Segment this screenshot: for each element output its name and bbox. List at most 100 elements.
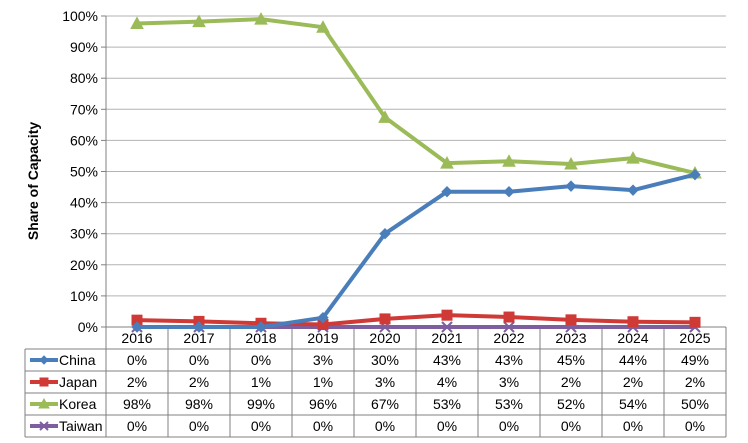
table-cell: 53% [495, 396, 523, 412]
marker-stroke [39, 421, 49, 431]
legend-key-marker [39, 377, 49, 387]
data-point [689, 316, 701, 328]
data-point [192, 14, 206, 28]
y-tick-label: 60% [70, 132, 98, 148]
data-point [503, 186, 515, 198]
table-cell: 0% [437, 418, 457, 434]
table-cell: 0% [251, 418, 271, 434]
y-tick-label: 80% [70, 70, 98, 86]
legend-key-marker [39, 355, 49, 365]
data-point [441, 186, 453, 198]
table-cell: 98% [123, 396, 151, 412]
table-cell: 0% [189, 418, 209, 434]
data-point [379, 313, 391, 325]
y-tick-label: 10% [70, 288, 98, 304]
x-tick-label: 2022 [493, 330, 524, 346]
table-cell: 3% [313, 352, 333, 368]
data-point [502, 154, 516, 167]
table-row: China 0% 0% 0% 3% 30% 43% 43% 45% 44% 49% [30, 352, 709, 368]
gridlines [101, 15, 726, 328]
table-cell: 2% [623, 374, 643, 390]
legend-label: Japan [59, 374, 97, 390]
table-cell: 3% [375, 374, 395, 390]
x-tick-label: 2016 [121, 330, 152, 346]
data-point [503, 321, 515, 333]
series-line [135, 17, 697, 176]
table-cell: 53% [433, 396, 461, 412]
legend-key-marker [38, 397, 50, 409]
table-cell: 0% [561, 418, 581, 434]
table-row: Japan 2% 2% 1% 1% 3% 4% 3% 2% 2% 2% [30, 374, 705, 390]
y-tick-label: 90% [70, 39, 98, 55]
series-line [135, 172, 697, 329]
table-cell: 52% [557, 396, 585, 412]
table-cell: 98% [185, 396, 213, 412]
legend-label: China [59, 352, 96, 368]
x-tick-label: 2018 [245, 330, 276, 346]
table-row: Korea 98% 98% 99% 96% 67% 53% 53% 52% 54% 50% [30, 396, 709, 412]
y-tick-label: 30% [70, 226, 98, 242]
x-tick-label: 2023 [555, 330, 586, 346]
table-cell: 30% [371, 352, 399, 368]
data-point [379, 227, 391, 240]
x-tick-label: 2025 [679, 330, 710, 346]
table-cell: 4% [437, 374, 457, 390]
data-point [627, 184, 639, 196]
table-cell: 99% [247, 396, 275, 412]
table-cell: 96% [309, 396, 337, 412]
data-point [440, 156, 454, 169]
y-tick-label: 50% [70, 164, 98, 180]
y-tick-labels: 0% 10% 20% 30% 40% 50% 60% 70% 80% 90% 100% [62, 8, 98, 335]
x-tick-label: 2017 [183, 330, 214, 346]
legend-label: Korea [59, 396, 97, 412]
table-cell: 1% [313, 374, 333, 390]
table-cell: 2% [127, 374, 147, 390]
series-line [135, 313, 697, 327]
table-cell: 45% [557, 352, 585, 368]
data-point [193, 321, 205, 333]
table-cell: 0% [313, 418, 333, 434]
table-cell: 0% [623, 418, 643, 434]
x-tick-label: 2024 [617, 330, 648, 346]
data-point [254, 12, 268, 25]
legend-key-marker [39, 421, 49, 431]
data-point [316, 20, 330, 33]
data-point [131, 321, 143, 333]
table-cell: 49% [681, 352, 709, 368]
data-point [565, 180, 577, 192]
y-tick-label: 70% [70, 101, 98, 117]
table-cell: 2% [685, 374, 705, 390]
table-cell: 0% [499, 418, 519, 434]
x-tick-label: 2020 [369, 330, 400, 346]
table-cell: 2% [189, 374, 209, 390]
data-point [503, 311, 515, 323]
table-cell: 67% [371, 396, 399, 412]
legend-label: Taiwan [59, 418, 103, 434]
series-lines [130, 12, 702, 333]
y-tick-label: 40% [70, 195, 98, 211]
data-point [317, 311, 329, 324]
data-point [130, 16, 144, 29]
x-tick-label: 2021 [431, 330, 462, 346]
marker-stroke [441, 321, 453, 333]
table-cell: 0% [189, 352, 209, 368]
table-cell: 1% [251, 374, 271, 390]
y-tick-label: 100% [62, 8, 98, 24]
y-axis-title: Share of Capacity [25, 122, 41, 240]
table-cell: 43% [433, 352, 461, 368]
table-cell: 0% [375, 418, 395, 434]
y-tick-label: 0% [78, 319, 98, 335]
data-point [564, 156, 578, 170]
data-point [689, 168, 701, 181]
data-point [626, 151, 640, 164]
data-point [441, 321, 453, 333]
table-cell: 44% [619, 352, 647, 368]
table-cell: 0% [127, 352, 147, 368]
data-point [441, 309, 453, 321]
data-point [627, 316, 639, 328]
data-point [378, 110, 392, 123]
table-cell: 54% [619, 396, 647, 412]
series-china [131, 168, 701, 333]
